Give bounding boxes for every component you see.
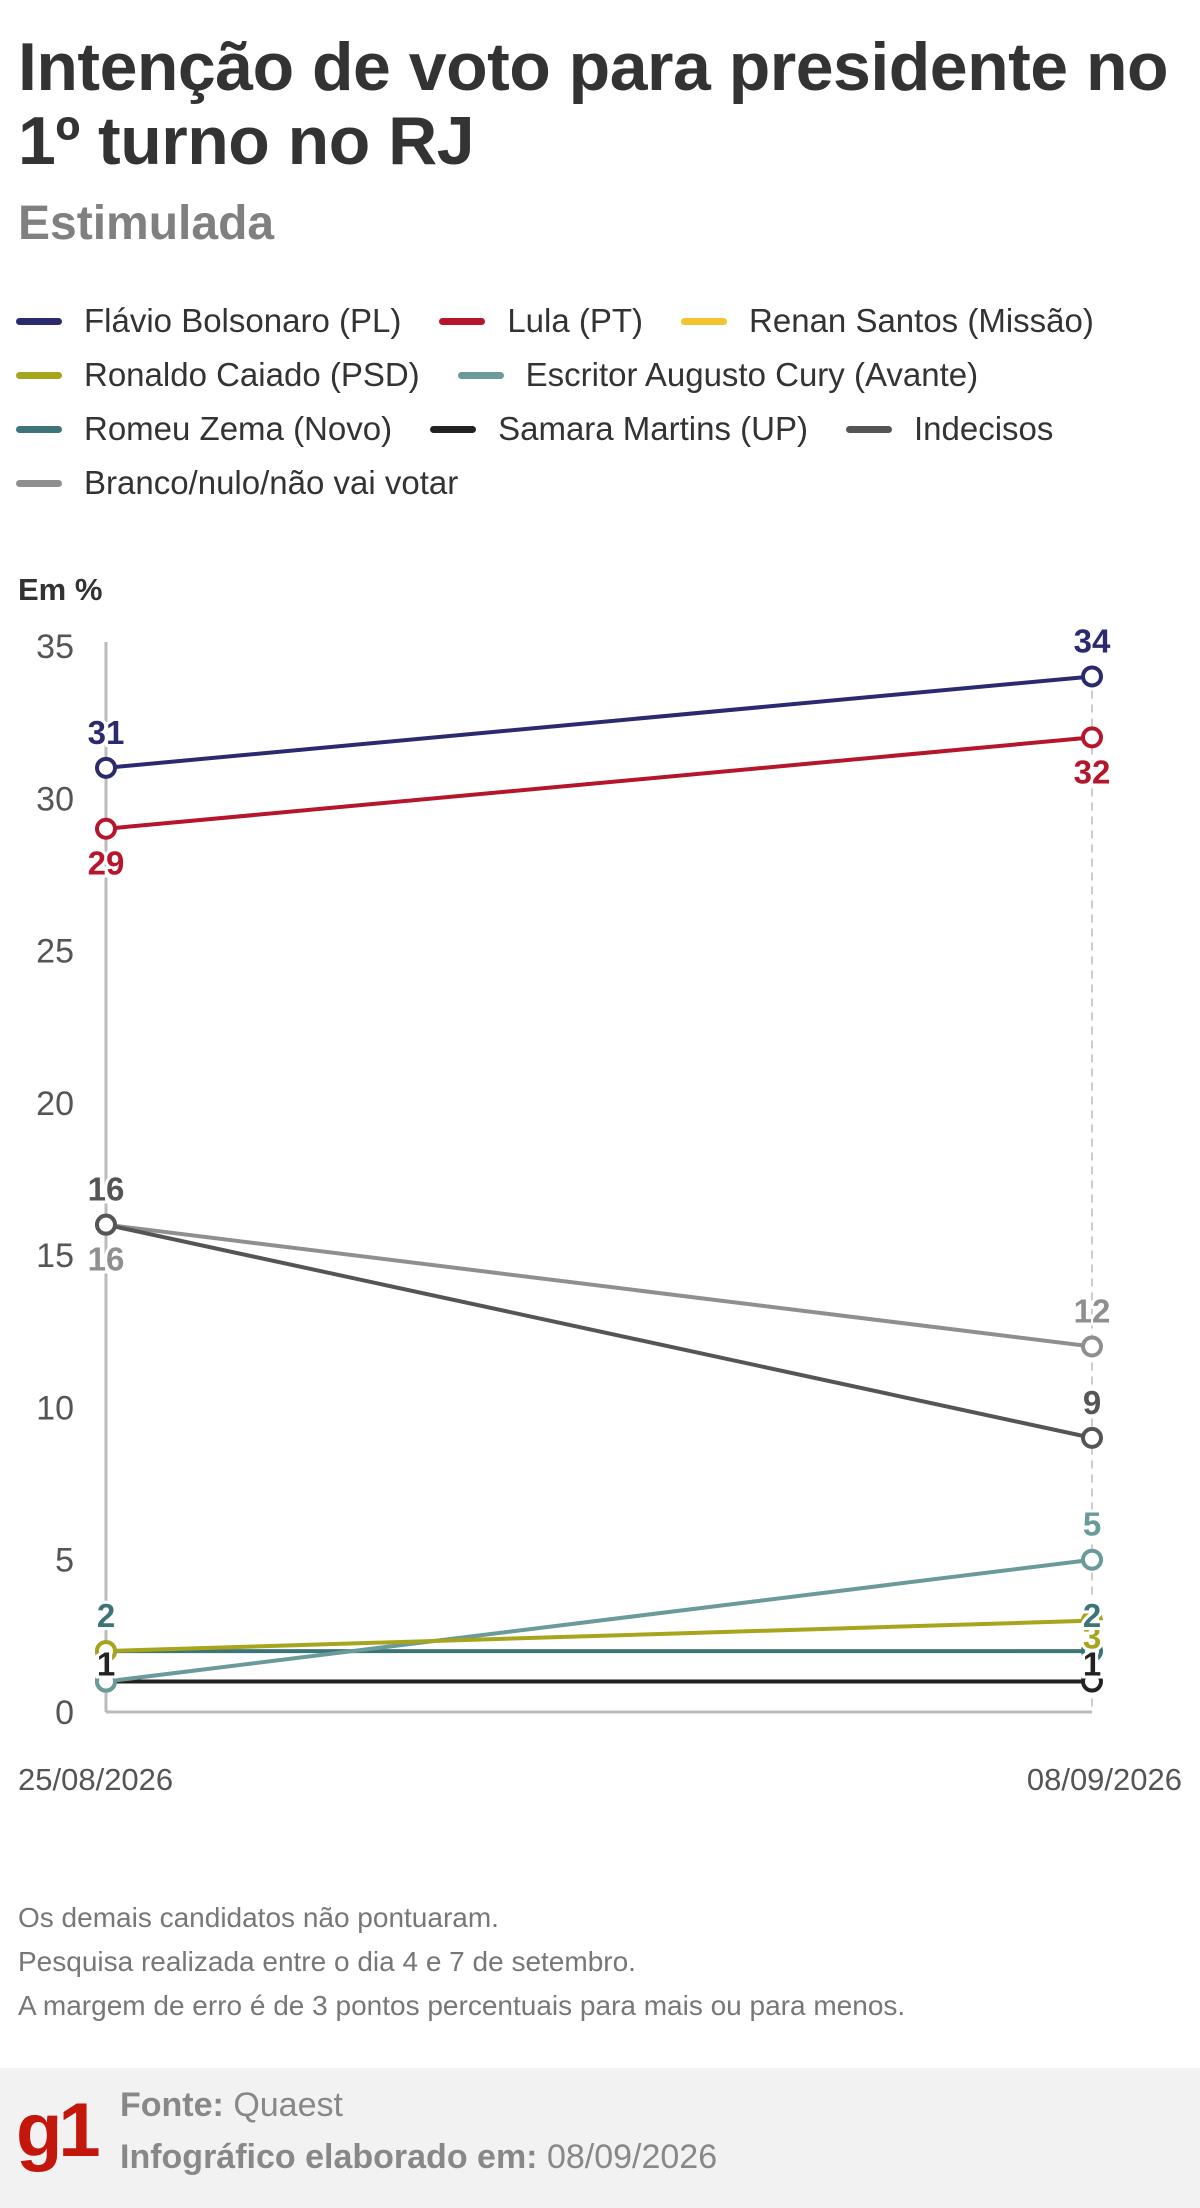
y-tick-label: 30 bbox=[36, 780, 74, 818]
legend-item: Flávio Bolsonaro (PL) bbox=[16, 300, 401, 342]
data-point bbox=[1081, 1670, 1103, 1693]
data-label: 12 bbox=[1074, 1293, 1111, 1330]
legend-swatch bbox=[16, 425, 62, 433]
y-axis-unit-label: Em % bbox=[18, 572, 103, 607]
legend-item: Ronaldo Caiado (PSD) bbox=[16, 354, 420, 396]
chart-subtitle: Estimulada bbox=[18, 197, 275, 250]
data-label: 3 bbox=[1083, 1619, 1101, 1656]
chart-legend: Flávio Bolsonaro (PL) Lula (PT) Renan Sant… bbox=[16, 300, 1186, 504]
series-line bbox=[104, 1222, 1094, 1349]
legend-item: Romeu Zema (Novo) bbox=[16, 408, 392, 450]
g1-logo: g1 bbox=[16, 2088, 101, 2173]
legend-item: Lula (PT) bbox=[439, 300, 643, 342]
data-point bbox=[1081, 1335, 1103, 1358]
data-point bbox=[95, 756, 117, 779]
data-label: 2 bbox=[97, 1597, 115, 1634]
series-line bbox=[104, 1618, 1094, 1654]
chart-title: Intenção de voto para presidente no 1º t… bbox=[18, 29, 1169, 179]
source-value: Quaest bbox=[233, 2086, 343, 2124]
series-line bbox=[104, 735, 1094, 831]
y-tick-label: 10 bbox=[36, 1389, 74, 1427]
legend-item: Renan Santos (Missão) bbox=[681, 300, 1094, 342]
footer-source: Fonte: Quaest bbox=[120, 2086, 343, 2125]
legend-label: Ronaldo Caiado (PSD) bbox=[84, 356, 420, 393]
legend-swatch bbox=[681, 317, 728, 325]
note-line: Os demais candidatos não pontuaram. bbox=[18, 1902, 499, 1933]
legend-label: Samara Martins (UP) bbox=[498, 410, 808, 447]
data-point bbox=[1081, 726, 1103, 749]
legend-item: Indecisos bbox=[845, 408, 1054, 450]
legend-item: Branco/nulo/não vai votar bbox=[16, 462, 458, 504]
data-point bbox=[95, 1670, 117, 1693]
data-label: 1 bbox=[1083, 1646, 1101, 1683]
x-tick-label: 08/09/2026 bbox=[1027, 1762, 1182, 1797]
data-point bbox=[1081, 1640, 1103, 1663]
data-label: 31 bbox=[88, 714, 125, 751]
footer: g1 Fonte: Quaest Infográfico elaborado e… bbox=[0, 2068, 1200, 2208]
legend-label: Lula (PT) bbox=[507, 302, 644, 339]
data-label: 1 bbox=[97, 1646, 115, 1683]
legend-label: Escritor Augusto Cury (Avante) bbox=[525, 356, 979, 393]
data-point bbox=[95, 1640, 117, 1663]
data-label: 29 bbox=[88, 845, 125, 882]
data-point bbox=[1081, 1426, 1103, 1449]
x-tick-label: 25/08/2026 bbox=[18, 1762, 173, 1797]
legend-label: Flávio Bolsonaro (PL) bbox=[84, 302, 402, 339]
legend-label: Romeu Zema (Novo) bbox=[84, 410, 393, 447]
data-point bbox=[1081, 1548, 1103, 1571]
data-label: 16 bbox=[88, 1241, 125, 1278]
data-label: 9 bbox=[1083, 1384, 1101, 1421]
data-label: 16 bbox=[88, 1171, 125, 1208]
data-label: 5 bbox=[1083, 1506, 1101, 1543]
note-line: A margem de erro é de 3 pontos percentua… bbox=[18, 1990, 906, 2021]
series-line bbox=[104, 1222, 1094, 1440]
legend-label: Renan Santos (Missão) bbox=[749, 302, 1094, 339]
y-tick-label: 20 bbox=[36, 1085, 74, 1123]
legend-item: Escritor Augusto Cury (Avante) bbox=[457, 354, 979, 396]
data-label: 34 bbox=[1074, 622, 1111, 659]
legend-item: Samara Martins (UP) bbox=[430, 408, 808, 450]
source-label: Fonte: bbox=[120, 2086, 224, 2124]
legend-label: Branco/nulo/não vai votar bbox=[84, 464, 459, 501]
y-tick-label: 0 bbox=[55, 1694, 74, 1732]
legend-swatch bbox=[845, 425, 892, 433]
made-value: 08/09/2026 bbox=[546, 2138, 718, 2176]
y-tick-label: 25 bbox=[36, 933, 74, 971]
data-label: 32 bbox=[1074, 753, 1111, 790]
legend-swatch bbox=[16, 479, 62, 487]
series-line bbox=[104, 1557, 1094, 1684]
data-label: 2 bbox=[1083, 1597, 1101, 1634]
note-line: Pesquisa realizada entre o dia 4 e 7 de … bbox=[18, 1946, 636, 1977]
legend-swatch bbox=[16, 317, 62, 325]
legend-swatch bbox=[16, 371, 62, 379]
data-point bbox=[95, 1213, 117, 1236]
legend-swatch bbox=[457, 371, 504, 379]
data-point bbox=[95, 817, 117, 840]
y-tick-label: 35 bbox=[36, 628, 74, 666]
legend-swatch bbox=[430, 425, 477, 433]
y-tick-label: 5 bbox=[55, 1542, 74, 1580]
legend-label: Indecisos bbox=[913, 410, 1054, 447]
footer-made-date: Infográfico elaborado em: 08/09/2026 bbox=[120, 2138, 717, 2177]
chart-notes: Os demais candidatos não pontuaram. Pesq… bbox=[18, 1896, 905, 2028]
y-tick-label: 15 bbox=[36, 1237, 74, 1275]
made-label: Infográfico elaborado em: bbox=[120, 2138, 538, 2176]
legend-swatch bbox=[439, 317, 486, 325]
series-line bbox=[104, 674, 1094, 770]
data-point bbox=[1081, 1609, 1103, 1632]
data-point bbox=[1081, 665, 1103, 688]
